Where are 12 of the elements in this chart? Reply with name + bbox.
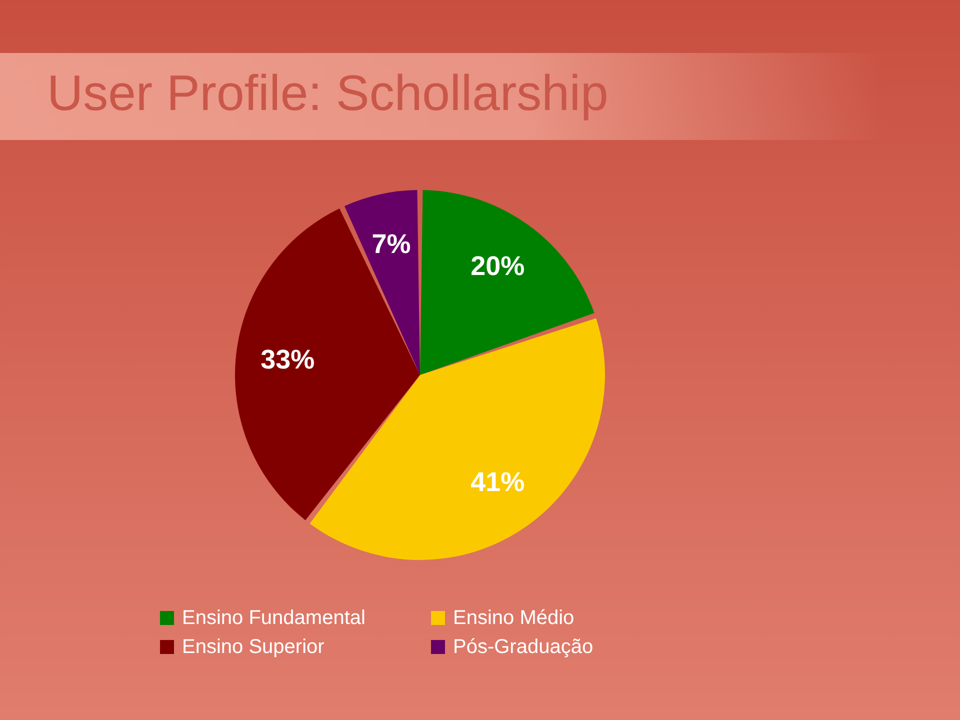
data-label: 33% xyxy=(260,344,315,375)
chart-title: User Profile: Schollarship xyxy=(47,65,608,121)
legend-label: Ensino Fundamental xyxy=(182,607,366,629)
legend-label: Ensino Superior xyxy=(182,636,325,658)
pie-slice xyxy=(420,190,594,375)
data-label: 7% xyxy=(372,228,411,259)
data-label: 41% xyxy=(470,467,525,498)
data-label: 20% xyxy=(470,250,525,281)
legend-label: Pós-Graduação xyxy=(453,636,594,658)
pie-slice xyxy=(235,208,420,520)
pie-slice xyxy=(344,190,420,375)
legend-label: Ensino Médio xyxy=(453,607,574,629)
